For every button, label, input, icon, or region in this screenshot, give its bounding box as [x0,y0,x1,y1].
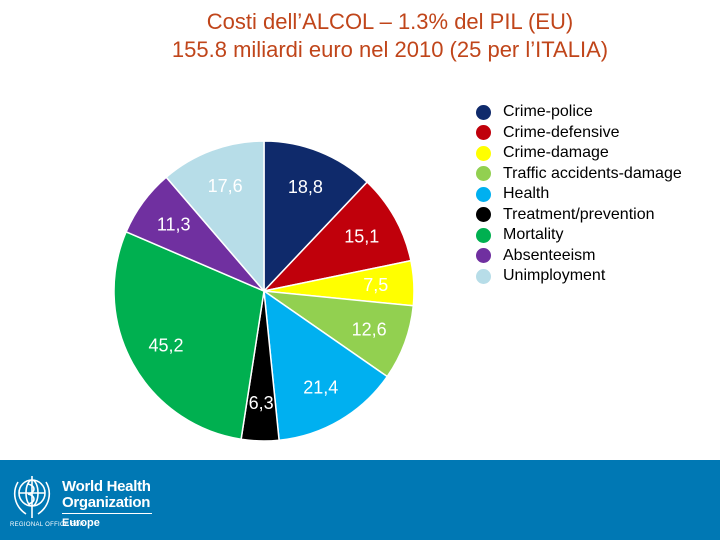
legend-label: Traffic accidents-damage [503,164,682,182]
legend-label: Unimployment [503,267,606,285]
legend-item-health: Health [476,184,682,205]
legend-item-unimployment: Unimployment [476,266,682,287]
pie-slice-mortality [113,230,265,441]
data-label-absenteeism: 11,3 [157,215,191,235]
footer-bar: World Health Organization REGIONAL OFFIC… [0,460,720,540]
legend-item-traffic-accidents-damage: Traffic accidents-damage [476,164,682,185]
data-label-crime-police: 18,8 [288,177,323,197]
legend-item-treatment-prevention: Treatment/prevention [476,205,682,226]
legend-item-crime-police: Crime-police [476,102,682,123]
legend-swatch [476,248,491,264]
data-label-mortality: 45,2 [148,335,183,355]
legend-item-crime-damage: Crime-damage [476,143,682,164]
pie-slice-unimployment [165,140,265,294]
legend-item-mortality: Mortality [476,225,682,246]
region-name: Europe [62,517,100,529]
data-label-traffic-accidents-damage: 12,6 [352,320,387,340]
chart-legend: Crime-police Crime-defensive Crime-damag… [476,102,682,287]
divider [62,513,152,514]
legend-swatch [476,186,491,202]
data-label-crime-defensive: 15,1 [344,227,379,247]
data-label-unimployment: 17,6 [208,176,243,196]
pie-chart: 18,8 15,1 7,5 12,6 21,4 6,3 45,2 11,3 17,6 [113,140,415,442]
legend-label: Absenteeism [503,246,596,264]
legend-swatch [476,268,491,284]
data-label-crime-damage: 7,5 [363,275,388,295]
data-label-treatment-prevention: 6,3 [249,393,274,413]
legend-swatch [476,207,491,223]
slide-title: Costi dell’ALCOL – 1.3% del PIL (EU) 155… [0,8,720,64]
regional-office-text: REGIONAL OFFICE FOR [10,522,85,528]
legend-item-absenteeism: Absenteeism [476,246,682,267]
legend-swatch [476,227,491,243]
legend-swatch [476,145,491,161]
who-name-line-2: Organization [62,494,151,511]
pie-slice-crime-police [263,140,369,293]
legend-label: Health [503,185,550,203]
pie-slice-crime-defensive [261,181,412,293]
legend-item-crime-defensive: Crime-defensive [476,123,682,144]
legend-label: Crime-police [503,103,593,121]
legend-swatch [476,104,491,120]
legend-label: Mortality [503,226,564,244]
legend-swatch [476,125,491,141]
who-name-line-1: World Health [62,478,151,495]
legend-label: Treatment/prevention [503,205,655,223]
legend-swatch [476,166,491,182]
legend-label: Crime-damage [503,144,609,162]
legend-label: Crime-defensive [503,123,620,141]
data-label-health: 21,4 [303,378,338,398]
who-org-name: World Health Organization [62,479,151,511]
pie-slice-health [263,289,389,442]
title-line-1: Costi dell’ALCOL – 1.3% del PIL (EU) [206,9,574,34]
title-line-2: 155.8 miliardi euro nel 2010 (25 per l’I… [171,37,609,62]
who-emblem-icon [13,476,51,518]
